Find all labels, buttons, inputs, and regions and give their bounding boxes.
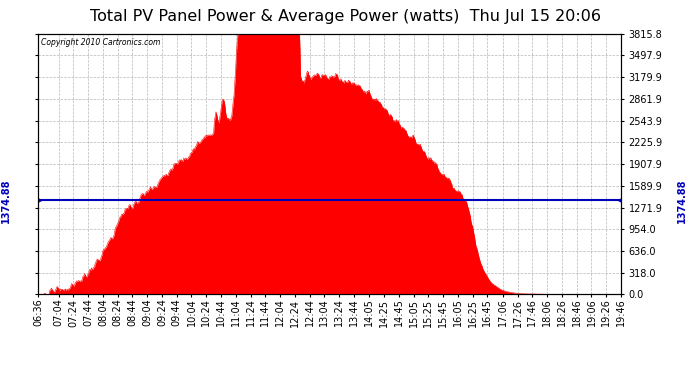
- Text: Total PV Panel Power & Average Power (watts)  Thu Jul 15 20:06: Total PV Panel Power & Average Power (wa…: [90, 9, 600, 24]
- Text: Copyright 2010 Cartronics.com: Copyright 2010 Cartronics.com: [41, 38, 160, 46]
- Text: 1374.88: 1374.88: [677, 178, 687, 223]
- Text: 1374.88: 1374.88: [1, 178, 10, 223]
